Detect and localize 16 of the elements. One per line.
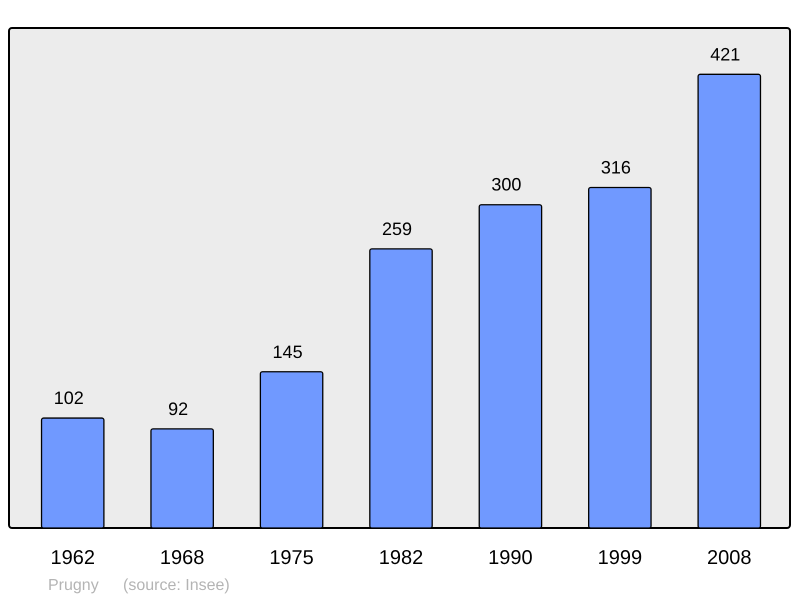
data-label: 300 xyxy=(491,174,522,195)
data-label: 421 xyxy=(710,44,740,64)
data-label: 92 xyxy=(168,398,188,419)
text: (source: Insee) xyxy=(123,577,230,594)
x-tick-label: 1990 xyxy=(488,547,533,569)
x-tick-label: 2008 xyxy=(707,547,752,569)
data-label: 145 xyxy=(272,342,303,362)
text: Prugny xyxy=(48,577,99,594)
x-tick-label: 1975 xyxy=(269,547,314,569)
data-label: 316 xyxy=(600,157,631,178)
x-tick-label: 1962 xyxy=(50,547,95,569)
data-label: 102 xyxy=(54,388,84,408)
x-tick-label: 1968 xyxy=(160,547,204,569)
x-tick-label: 1999 xyxy=(598,547,642,569)
x-tick-label: 1982 xyxy=(378,547,424,569)
data-label: 259 xyxy=(382,218,412,239)
